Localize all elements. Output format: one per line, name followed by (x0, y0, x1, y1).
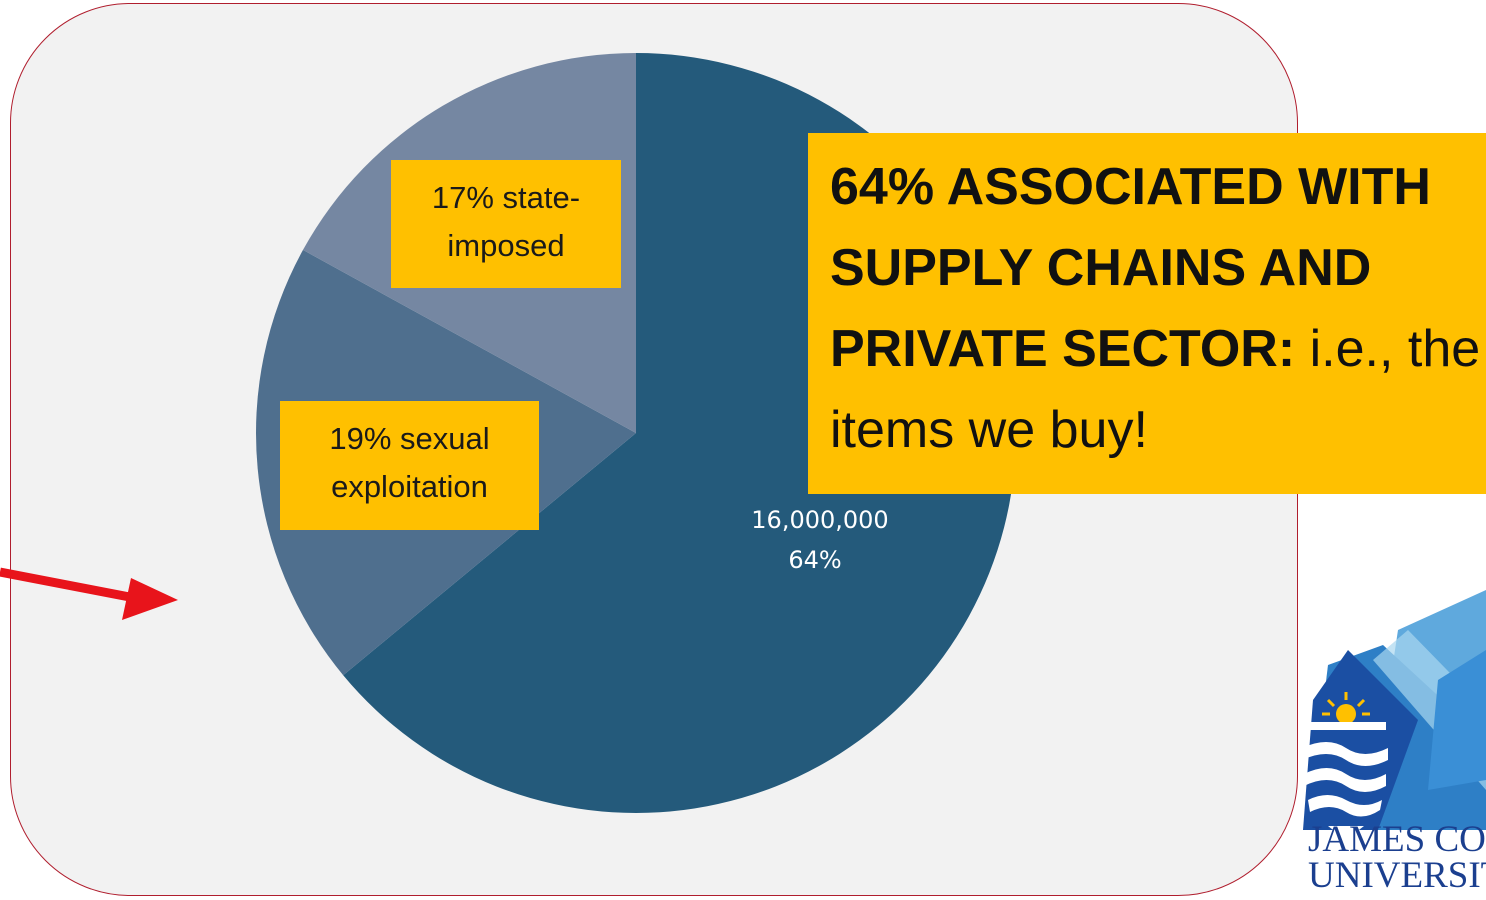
state-imposed-label-line2: imposed (447, 228, 565, 263)
logo-text: JAMES COOK UNIVERSITY (1308, 819, 1486, 896)
logo-line1: JAMES COOK (1308, 819, 1486, 860)
university-logo: JAMES COOK UNIVERSITY (1288, 590, 1486, 900)
center-value-label: 16,000,000 (751, 506, 888, 534)
state-imposed-label: 17% state- imposed (391, 160, 621, 288)
center-pct-label: 64% (788, 546, 841, 574)
callout-box: 64% ASSOCIATED WITH SUPPLY CHAINS AND PR… (808, 133, 1486, 494)
red-arrow (0, 567, 178, 620)
state-imposed-label-line1: 17% state- (431, 180, 581, 215)
sexual-exploitation-label-line1: 19% sexual (329, 421, 490, 456)
callout-bold-text: 64% ASSOCIATED WITH SUPPLY CHAINS AND PR… (830, 158, 1431, 378)
logo-line2: UNIVERSITY (1308, 855, 1486, 896)
logo-graphic (1302, 590, 1486, 840)
sexual-exploitation-label: 19% sexual exploitation (280, 401, 539, 530)
callout-normal-text: i.e., the items we buy! (830, 320, 1481, 459)
sexual-exploitation-label-line2: exploitation (331, 469, 488, 504)
